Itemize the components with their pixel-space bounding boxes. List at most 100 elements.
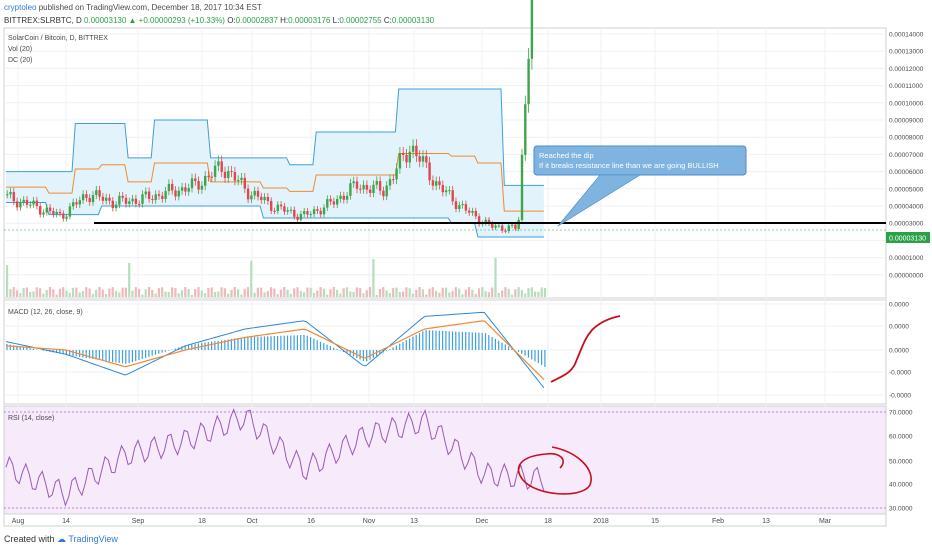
volume-bar [237, 289, 240, 297]
footer-created-with: Created with [4, 534, 55, 544]
tradingview-logo-icon[interactable]: ☁ [57, 534, 67, 544]
time-tick-label: 18 [198, 518, 206, 525]
candle-body [352, 181, 355, 184]
time-tick-label: 13 [410, 518, 418, 525]
close-label: C: [383, 16, 392, 25]
candle-body [78, 200, 81, 205]
volume-bar [451, 291, 454, 297]
volume-bar [78, 292, 81, 297]
volume-bar [355, 287, 358, 297]
volume-bar [253, 292, 256, 297]
volume-bar [326, 294, 329, 297]
grid-lines [4, 28, 886, 514]
candle-body [276, 204, 279, 212]
candle-body [39, 206, 42, 215]
price-tick-label: 0.00006000 [889, 169, 924, 176]
candle-body [32, 200, 35, 205]
candle-body [345, 195, 349, 200]
macd-tick-label: -0.0000 [889, 393, 911, 400]
volume-bar [124, 287, 127, 297]
candle-body [405, 154, 408, 163]
last-price: 0.00003130 [84, 16, 127, 25]
callout-line-1: Reached the dip [539, 151, 594, 160]
candle-body [530, 0, 534, 59]
candle-body [369, 189, 372, 193]
callout-pointer [557, 174, 642, 227]
price-tick-label: 0.00008000 [889, 135, 924, 142]
volume-bar [29, 291, 32, 297]
volume-bar [382, 287, 385, 297]
volume-bar [98, 287, 101, 297]
volume-bar [339, 293, 342, 297]
candle-body [514, 224, 517, 229]
candle-body [501, 225, 504, 231]
volume-bar [227, 293, 230, 297]
volume-bar [444, 287, 448, 297]
last-price-badge [886, 232, 930, 243]
volume-bar [365, 290, 368, 297]
macd-pane[interactable] [3, 299, 887, 405]
candle-body [491, 223, 494, 228]
time-tick-label: 2018 [593, 518, 609, 525]
volume-bar [131, 290, 134, 297]
volume-bar [217, 291, 220, 297]
volume-bar [534, 291, 537, 297]
macd-tick-label: 0.0000 [889, 324, 909, 331]
volume-bar [250, 260, 253, 297]
rsi-tick-label: 40.0000 [889, 482, 913, 489]
candle-body [487, 219, 491, 224]
candle-body [306, 211, 309, 215]
candle-body [180, 187, 184, 191]
candle-body [230, 171, 233, 173]
callout-line-2: If it breaks resistance line than we are… [539, 161, 719, 170]
candle-body [316, 209, 319, 211]
volume-bar [266, 291, 269, 297]
candle-body [507, 225, 510, 232]
volume-bar [157, 288, 160, 297]
candle-body [91, 195, 95, 203]
volume-bar [25, 287, 28, 297]
candle-body [266, 197, 270, 202]
candle-body [471, 210, 474, 213]
candle-body [111, 200, 114, 209]
price-change: ▲ +0.00000293 (+10.33%) [128, 16, 225, 25]
time-tick-label: 15 [651, 518, 659, 525]
candle-body [243, 177, 246, 189]
volume-bar [289, 294, 292, 297]
candle-body [88, 197, 91, 203]
footer-brand[interactable]: TradingView [68, 534, 118, 544]
candle-body [283, 206, 286, 212]
candle-body [250, 195, 253, 200]
volume-bar [65, 290, 68, 297]
low-label: L: [332, 16, 340, 25]
candle-body [425, 156, 428, 163]
volume-bar [45, 290, 48, 297]
publish-info: published on TradingView.com, December 1… [38, 3, 262, 12]
publisher-username[interactable]: cryptoleo [4, 3, 37, 12]
candle-body [101, 196, 105, 201]
volume-bar [527, 288, 530, 297]
volume-bar [134, 287, 137, 297]
candle-body [138, 203, 141, 205]
volume-bar [421, 289, 424, 297]
rsi-pane[interactable] [3, 405, 887, 515]
candle-body [177, 190, 180, 197]
volume-bar [32, 291, 35, 297]
volume-bar [458, 288, 461, 297]
candle-body [217, 161, 220, 166]
volume-bar [510, 294, 514, 297]
time-tick-label: 18 [544, 518, 552, 525]
candle-body [448, 190, 451, 192]
volume-bar [273, 288, 276, 297]
candle-body [378, 181, 382, 191]
ohlc-line: BITTREX:SLRBTC, D 0.00003130 ▲ +0.000002… [4, 16, 434, 25]
price-tick-label: 0.00011000 [889, 83, 923, 90]
volume-bar [171, 287, 174, 297]
price-pane[interactable] [3, 27, 887, 299]
price-tick-label: 0.00001000 [889, 255, 924, 262]
volume-bar [514, 289, 517, 297]
candle-body [95, 190, 98, 196]
candle-body [220, 161, 223, 172]
candle-body [174, 190, 177, 197]
